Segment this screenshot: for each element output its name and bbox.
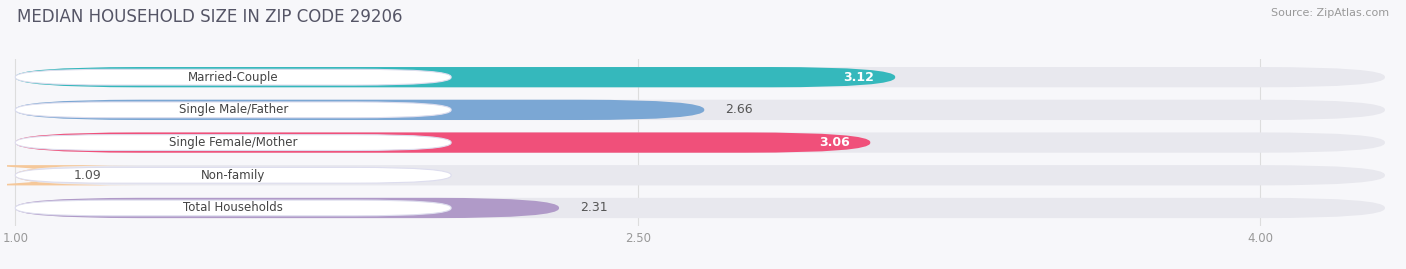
- FancyBboxPatch shape: [15, 198, 560, 218]
- FancyBboxPatch shape: [15, 100, 1385, 120]
- FancyBboxPatch shape: [15, 69, 451, 85]
- Text: Married-Couple: Married-Couple: [188, 71, 278, 84]
- FancyBboxPatch shape: [15, 198, 1385, 218]
- FancyBboxPatch shape: [15, 132, 1385, 153]
- Text: Non-family: Non-family: [201, 169, 266, 182]
- Text: Source: ZipAtlas.com: Source: ZipAtlas.com: [1271, 8, 1389, 18]
- Text: 1.09: 1.09: [73, 169, 101, 182]
- FancyBboxPatch shape: [15, 100, 704, 120]
- Text: MEDIAN HOUSEHOLD SIZE IN ZIP CODE 29206: MEDIAN HOUSEHOLD SIZE IN ZIP CODE 29206: [17, 8, 402, 26]
- FancyBboxPatch shape: [15, 67, 896, 87]
- FancyBboxPatch shape: [15, 67, 1385, 87]
- Text: Single Female/Mother: Single Female/Mother: [169, 136, 298, 149]
- Text: 3.06: 3.06: [818, 136, 849, 149]
- Text: 3.12: 3.12: [844, 71, 875, 84]
- FancyBboxPatch shape: [15, 200, 451, 216]
- FancyBboxPatch shape: [0, 165, 139, 185]
- Text: Total Households: Total Households: [183, 201, 283, 214]
- Text: 2.66: 2.66: [725, 103, 752, 116]
- FancyBboxPatch shape: [15, 135, 451, 150]
- Text: Single Male/Father: Single Male/Father: [179, 103, 288, 116]
- FancyBboxPatch shape: [15, 102, 451, 118]
- FancyBboxPatch shape: [15, 165, 1385, 185]
- Text: 2.31: 2.31: [579, 201, 607, 214]
- FancyBboxPatch shape: [15, 132, 870, 153]
- FancyBboxPatch shape: [15, 167, 451, 183]
